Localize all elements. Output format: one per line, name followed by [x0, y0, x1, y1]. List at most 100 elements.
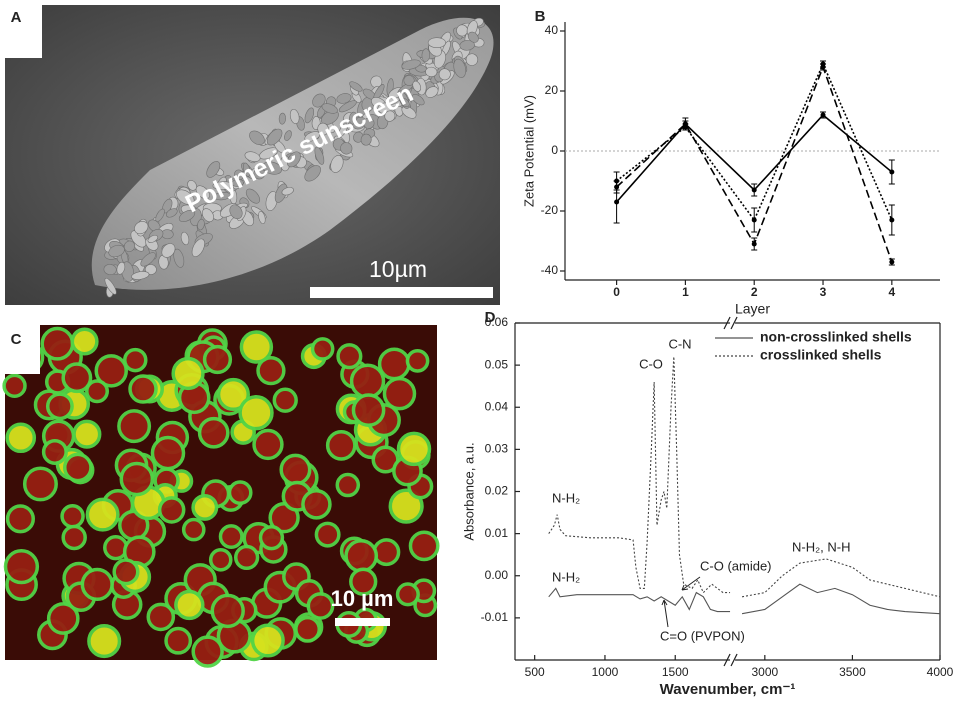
grain: [421, 48, 431, 62]
capsule: [408, 530, 440, 562]
grain: [108, 244, 125, 258]
axis-break: [730, 653, 738, 667]
capsule: [351, 393, 386, 427]
capsule: [62, 452, 93, 483]
legend-label: non-crosslinked shells: [760, 329, 912, 345]
grain: [243, 162, 251, 177]
grain: [262, 161, 282, 175]
grain: [338, 100, 357, 113]
grain: [330, 155, 344, 173]
grain: [320, 110, 339, 125]
y-tick-label: 0.00: [485, 568, 509, 582]
capsule: [279, 453, 312, 486]
capsule: [70, 327, 99, 356]
capsule: [191, 493, 219, 521]
grain: [465, 53, 479, 66]
grain: [438, 68, 451, 81]
capsule: [202, 344, 233, 375]
y-axis-label: Zeta Potential (mV): [521, 95, 536, 207]
grain: [425, 86, 439, 98]
grain: [191, 238, 205, 257]
y-tick-label: 20: [545, 83, 559, 97]
data-point: [614, 199, 620, 205]
y-tick-label: 0.01: [485, 526, 509, 540]
capsule: [46, 602, 80, 635]
capsule: [22, 466, 58, 502]
data-point: [889, 169, 895, 175]
capsule: [405, 349, 430, 373]
grain: [155, 208, 165, 222]
series-line: [548, 356, 941, 598]
grain: [338, 123, 348, 137]
grain: [249, 130, 265, 146]
capsule: [372, 538, 401, 567]
capsule: [61, 524, 87, 551]
scale-bar: [310, 287, 493, 298]
grain: [140, 252, 156, 267]
capsule: [238, 395, 274, 431]
x-tick-label: 1500: [662, 665, 689, 679]
data-point: [751, 241, 757, 247]
x-tick-label: 3500: [839, 665, 866, 679]
grain: [304, 107, 315, 124]
capsule: [377, 347, 411, 381]
capsule: [119, 461, 155, 497]
capsule: [336, 343, 363, 370]
y-tick-label: 0.06: [485, 315, 509, 329]
x-tick-label: 1000: [592, 665, 619, 679]
confocal-image: 10 µm C: [0, 322, 440, 668]
grain: [161, 243, 176, 258]
capsule: [181, 517, 206, 542]
capsule: [164, 626, 193, 655]
grain: [281, 187, 294, 196]
scale-bar-label: 10 µm: [331, 586, 394, 611]
x-tick-label: 2: [751, 285, 758, 299]
grain: [467, 31, 479, 43]
capsule: [60, 504, 85, 529]
capsule: [294, 615, 322, 643]
capsule: [396, 431, 432, 467]
capsule: [72, 419, 102, 449]
capsule: [150, 435, 186, 471]
grain: [178, 209, 196, 223]
annotation: C-O: [639, 356, 663, 371]
annotation-arrow: [681, 576, 701, 591]
capsule: [349, 363, 386, 399]
grain: [104, 277, 117, 295]
y-axis-label: Absorbance, a.u.: [461, 442, 476, 540]
grain: [266, 128, 283, 146]
axis-break: [723, 316, 731, 330]
grain: [187, 180, 197, 191]
capsule: [250, 623, 285, 658]
capsule: [174, 589, 205, 621]
capsule: [272, 387, 298, 413]
label-box: [0, 0, 42, 58]
capsule: [94, 354, 128, 388]
particle-texture: [103, 17, 486, 298]
grain: [253, 167, 266, 180]
x-tick-label: 4000: [927, 665, 954, 679]
grain: [425, 66, 438, 77]
grain: [229, 204, 243, 220]
x-tick-label: 1: [682, 285, 689, 299]
grain: [206, 161, 221, 178]
grain: [173, 248, 185, 268]
y-tick-label: 0: [551, 143, 558, 157]
capsule: [306, 592, 335, 620]
capsule: [349, 567, 378, 596]
capsule: [112, 558, 140, 586]
y-tick-label: 0.02: [485, 484, 509, 498]
panel-label: C: [11, 331, 22, 348]
data-point: [889, 217, 895, 223]
x-tick-label: 0: [613, 285, 620, 299]
capsule: [5, 504, 35, 534]
annotation: N-H₂, N-H: [792, 539, 850, 554]
grain: [201, 208, 214, 223]
x-tick-label: 3000: [751, 665, 778, 679]
grain: [258, 211, 266, 225]
data-point: [682, 124, 688, 130]
grain: [165, 208, 178, 218]
capsule: [41, 438, 68, 465]
capsule: [85, 497, 120, 532]
